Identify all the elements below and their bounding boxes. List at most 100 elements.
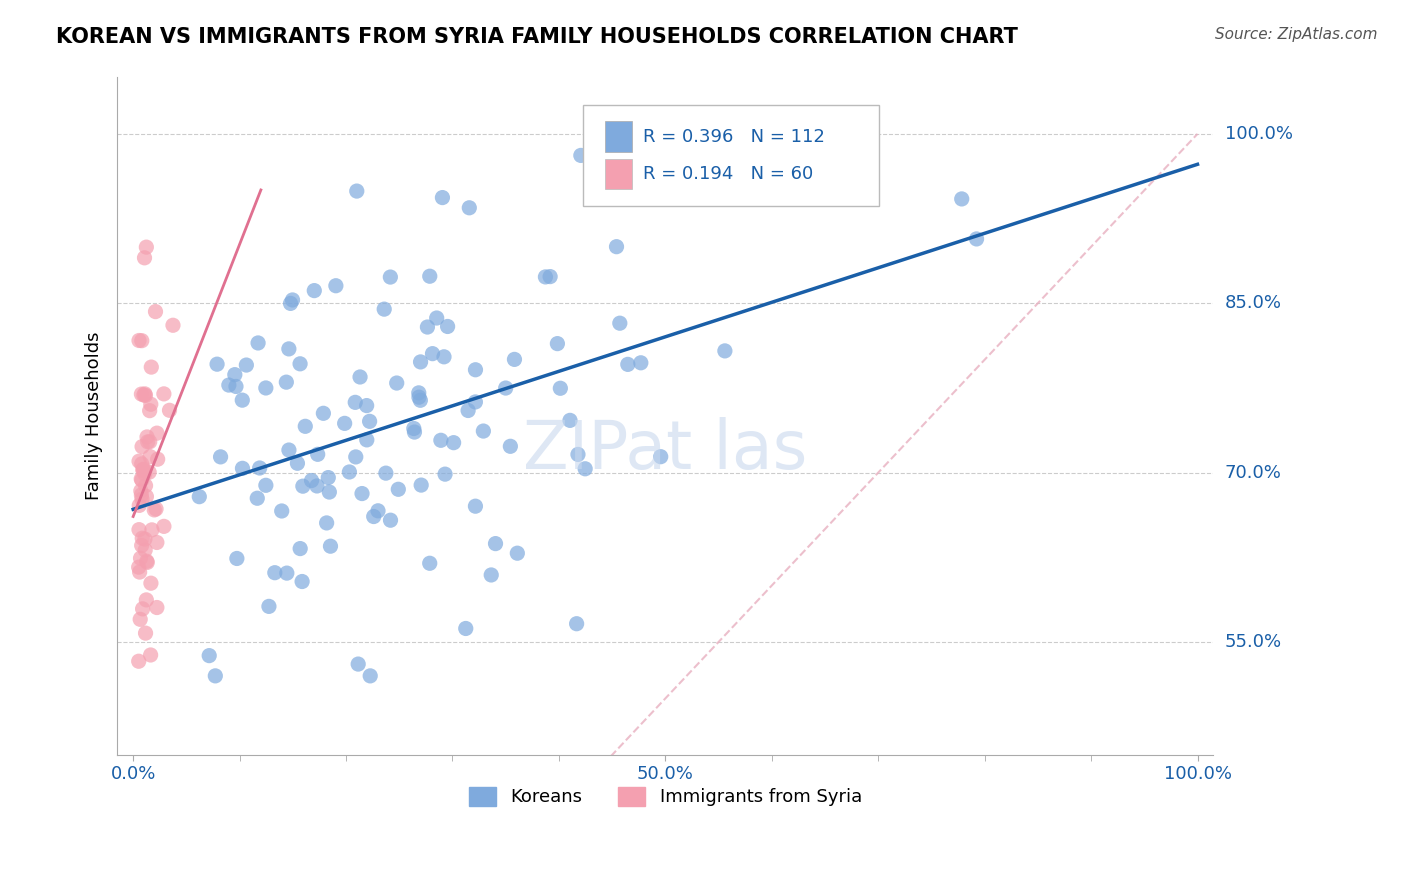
Koreans [246,491,269,506]
Koreans [534,269,557,284]
Koreans [458,201,481,215]
Immigrants from Syria [131,531,153,545]
Koreans [263,566,285,580]
Koreans [280,296,302,310]
Text: R = 0.194   N = 60: R = 0.194 N = 60 [644,165,814,184]
Koreans [416,320,439,334]
Koreans [454,622,477,636]
Immigrants from Syria [135,240,157,254]
Immigrants from Syria [135,478,157,492]
Immigrants from Syria [146,426,169,441]
Koreans [430,434,453,448]
Koreans [325,278,347,293]
Koreans [550,381,572,395]
Koreans [346,184,368,198]
Immigrants from Syria [162,318,184,333]
Koreans [479,568,502,582]
Koreans [546,336,568,351]
Immigrants from Syria [138,434,160,449]
Immigrants from Syria [141,360,163,375]
Immigrants from Syria [128,334,150,348]
Immigrants from Syria [132,462,155,476]
Koreans [422,346,444,360]
Immigrants from Syria [134,251,156,265]
Koreans [315,516,337,530]
Koreans [770,137,793,152]
Koreans [714,343,737,358]
Koreans [409,393,432,408]
Koreans [574,462,596,476]
Koreans [367,504,389,518]
Koreans [281,293,304,307]
Immigrants from Syria [145,502,167,516]
Koreans [380,513,402,527]
Koreans [225,379,247,393]
Immigrants from Syria [132,464,155,478]
Koreans [276,375,298,389]
Immigrants from Syria [139,576,162,591]
Koreans [333,417,356,431]
Immigrants from Syria [159,403,181,417]
Immigrants from Syria [135,626,157,640]
Koreans [630,356,652,370]
Immigrants from Syria [128,560,150,574]
Immigrants from Syria [141,523,163,537]
Koreans [617,357,640,371]
Koreans [408,390,430,404]
Koreans [538,269,561,284]
Koreans [257,599,280,614]
Text: 100.0%: 100.0% [1225,125,1292,143]
Koreans [443,435,465,450]
Koreans [277,342,299,356]
Koreans [569,148,592,162]
Koreans [380,270,402,285]
Koreans [464,499,486,513]
Koreans [198,648,221,663]
Koreans [316,470,339,484]
Koreans [373,302,395,317]
Immigrants from Syria [134,467,156,481]
Koreans [411,478,433,492]
Koreans [294,419,316,434]
Immigrants from Syria [138,403,160,417]
Koreans [276,566,298,581]
Immigrants from Syria [135,593,157,607]
Koreans [436,319,458,334]
Immigrants from Syria [135,554,157,568]
Koreans [287,456,309,470]
Koreans [374,466,396,480]
Text: ZIPat las: ZIPat las [523,417,807,483]
Koreans [288,541,311,556]
Koreans [402,421,425,435]
Immigrants from Syria [138,465,160,479]
Koreans [432,190,454,204]
Koreans [254,381,277,395]
Immigrants from Syria [146,535,169,549]
Koreans [495,381,517,395]
Text: R = 0.396   N = 112: R = 0.396 N = 112 [644,128,825,146]
Immigrants from Syria [131,387,153,401]
Immigrants from Syria [132,462,155,476]
Immigrants from Syria [131,440,153,454]
Immigrants from Syria [134,532,156,546]
Koreans [270,504,292,518]
Koreans [464,395,486,409]
Immigrants from Syria [131,334,153,348]
Y-axis label: Family Households: Family Households [86,332,103,500]
Immigrants from Syria [128,565,150,579]
Koreans [359,669,381,683]
Text: 70.0%: 70.0% [1225,464,1281,482]
Koreans [565,616,588,631]
Koreans [387,483,409,497]
Koreans [966,232,988,246]
Koreans [409,355,432,369]
Koreans [344,450,367,464]
Legend: Koreans, Immigrants from Syria: Koreans, Immigrants from Syria [461,780,869,814]
Koreans [347,657,370,671]
Bar [605,121,633,152]
Immigrants from Syria [129,483,152,498]
Koreans [457,403,479,417]
Immigrants from Syria [143,503,166,517]
Immigrants from Syria [129,612,152,626]
Immigrants from Syria [128,654,150,668]
